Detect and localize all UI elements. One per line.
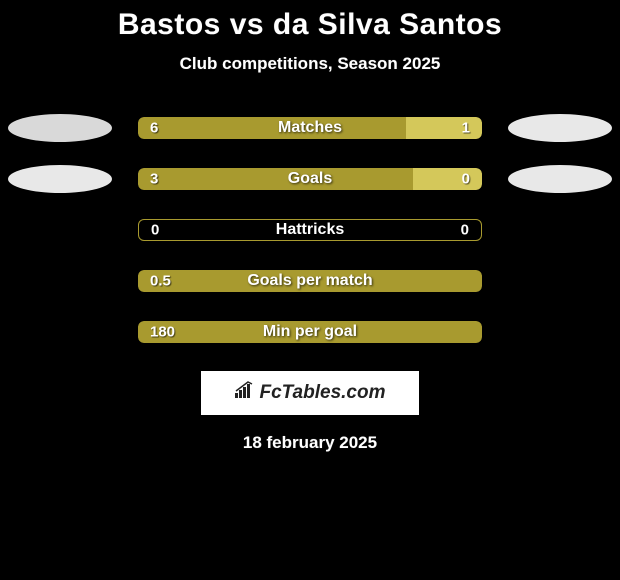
stat-bar: 0 0 Hattricks <box>138 219 482 241</box>
stat-bar: 6 1 Matches <box>138 117 482 139</box>
stat-label: Matches <box>278 119 342 137</box>
team-badge-right <box>508 165 612 193</box>
logo: FcTables.com <box>234 381 385 405</box>
team-badge-left <box>8 114 112 142</box>
stat-value-right: 0 <box>462 171 470 188</box>
bar-segment-right <box>413 168 482 190</box>
stat-value-left: 6 <box>150 120 158 137</box>
stat-value-left: 0 <box>151 222 159 239</box>
stat-value-left: 3 <box>150 171 158 188</box>
stat-label: Goals per match <box>247 272 372 290</box>
stat-bar: 3 0 Goals <box>138 168 482 190</box>
logo-text: FcTables.com <box>259 382 385 404</box>
stat-row: 3 0 Goals <box>0 167 620 191</box>
stat-value-right: 0 <box>461 222 469 239</box>
stat-value-right: 1 <box>462 120 470 137</box>
stat-bar: 180 Min per goal <box>138 321 482 343</box>
stats-area: 6 1 Matches 3 0 Goals 0 0 Hattricks 0.5 Goals per … <box>0 116 620 344</box>
bar-segment-right <box>406 117 482 139</box>
date-text: 18 february 2025 <box>0 433 620 453</box>
bar-segment-left <box>138 117 406 139</box>
stat-row: 180 Min per goal <box>0 320 620 344</box>
team-badge-right <box>508 114 612 142</box>
stat-value-left: 180 <box>150 324 175 341</box>
team-badge-left <box>8 165 112 193</box>
stat-label: Hattricks <box>276 221 344 239</box>
stat-bar: 0.5 Goals per match <box>138 270 482 292</box>
page-title: Bastos vs da Silva Santos <box>0 8 620 42</box>
stat-label: Min per goal <box>263 323 357 341</box>
chart-icon <box>234 381 256 405</box>
stat-label: Goals <box>288 170 332 188</box>
stat-row: 6 1 Matches <box>0 116 620 140</box>
stat-row: 0.5 Goals per match <box>0 269 620 293</box>
page-subtitle: Club competitions, Season 2025 <box>0 54 620 74</box>
stat-value-left: 0.5 <box>150 273 171 290</box>
bar-segment-left <box>138 168 413 190</box>
logo-box: FcTables.com <box>201 371 419 415</box>
stat-row: 0 0 Hattricks <box>0 218 620 242</box>
